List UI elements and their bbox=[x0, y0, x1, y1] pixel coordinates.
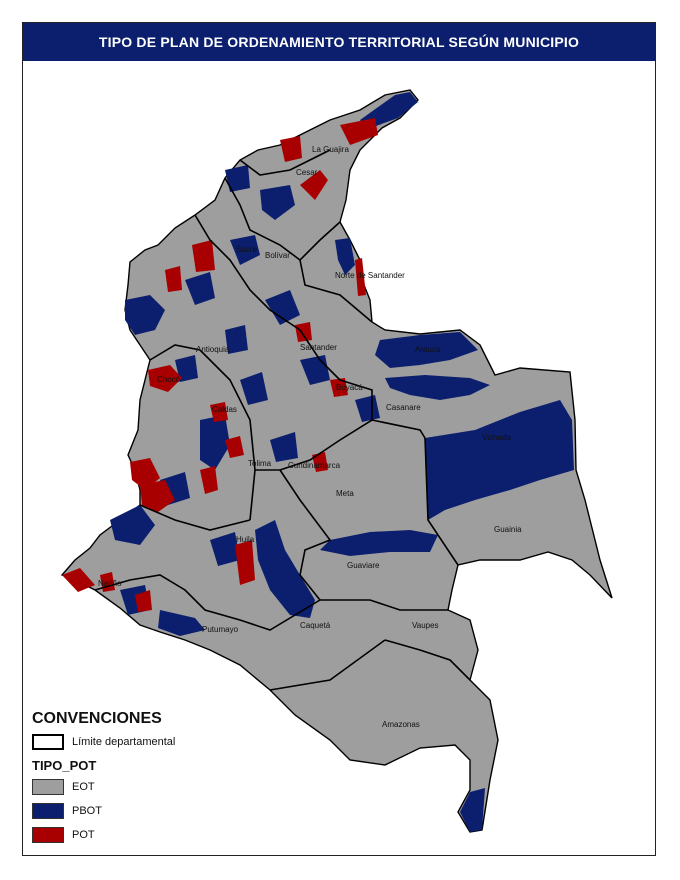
pbot-region bbox=[255, 520, 315, 618]
boundary-line bbox=[239, 149, 331, 176]
boundary-label: Límite departamental bbox=[72, 736, 176, 748]
label-guainia: Guainia bbox=[494, 525, 522, 534]
label-santander: Santander bbox=[300, 343, 337, 352]
legend-heading: CONVENCIONES bbox=[32, 710, 162, 727]
label-amazonas: Amazonas bbox=[382, 720, 420, 729]
pbot-region bbox=[240, 372, 268, 405]
pot-region bbox=[295, 322, 312, 342]
map-title: TIPO DE PLAN DE ORDENAMIENTO TERRITORIAL… bbox=[23, 23, 655, 61]
pbot-region bbox=[270, 432, 298, 462]
pbot-region bbox=[175, 355, 198, 382]
label-vichada: Vichada bbox=[482, 433, 511, 442]
pbot-region bbox=[460, 788, 485, 832]
pbot-region bbox=[425, 400, 574, 520]
boundary-line bbox=[94, 574, 321, 631]
pot-region bbox=[330, 378, 348, 397]
legend-item-pbot: PBOT bbox=[32, 801, 252, 821]
pot-region bbox=[130, 458, 160, 490]
pot-region bbox=[192, 240, 215, 272]
boundary-line bbox=[224, 177, 301, 261]
pbot-region bbox=[158, 610, 205, 636]
boundary-line bbox=[384, 639, 471, 681]
label-huila: Huila bbox=[236, 535, 255, 544]
pbot-region bbox=[320, 530, 438, 556]
pbot-region bbox=[200, 415, 230, 470]
department-boundaries bbox=[94, 149, 471, 691]
label-choco: Chocó bbox=[157, 375, 181, 384]
department-labels: La Guajira Cesar Sucre Bolívar Norte de … bbox=[98, 145, 522, 729]
label-sucre: Sucre bbox=[236, 245, 257, 254]
label-norte-de-santander: Norte de Santander bbox=[335, 271, 405, 280]
pot-region bbox=[165, 266, 182, 292]
boundary-swatch bbox=[32, 734, 64, 750]
pbot-regions bbox=[110, 92, 574, 832]
pbot-region bbox=[385, 375, 490, 400]
boundary-line bbox=[279, 469, 332, 601]
pbot-label: PBOT bbox=[72, 805, 102, 817]
boundary-line bbox=[424, 437, 439, 536]
legend-item-pot: POT bbox=[32, 825, 252, 845]
label-bolivar: Bolívar bbox=[265, 251, 290, 260]
label-meta: Meta bbox=[336, 489, 354, 498]
pot-region bbox=[300, 170, 328, 200]
pot-region bbox=[312, 452, 328, 472]
pot-label: POT bbox=[72, 829, 95, 841]
pbot-region bbox=[265, 290, 300, 325]
pbot-region bbox=[230, 235, 260, 265]
label-boyaca: Boyacá bbox=[336, 383, 363, 392]
pbot-swatch bbox=[32, 803, 64, 819]
label-cesar: Cesar bbox=[296, 168, 318, 177]
label-caqueta: Caquetá bbox=[300, 621, 331, 630]
label-caldas: Caldas bbox=[212, 405, 237, 414]
label-antioquia: Antioquia bbox=[196, 345, 230, 354]
label-vaupes: Vaupes bbox=[412, 621, 439, 630]
pbot-region bbox=[375, 332, 478, 368]
pbot-region bbox=[110, 505, 155, 545]
pbot-region bbox=[125, 295, 165, 335]
pot-region bbox=[355, 258, 366, 296]
boundary-line bbox=[371, 419, 426, 439]
pbot-region bbox=[210, 532, 240, 566]
pot-region bbox=[135, 590, 152, 612]
eot-swatch bbox=[32, 779, 64, 795]
pbot-region bbox=[355, 395, 380, 422]
label-guaviare: Guaviare bbox=[347, 561, 380, 570]
pot-region bbox=[62, 568, 95, 592]
pot-region bbox=[140, 480, 175, 512]
label-arauca: Arauca bbox=[415, 345, 441, 354]
eot-label: EOT bbox=[72, 781, 95, 793]
boundary-line bbox=[437, 534, 459, 566]
pbot-region bbox=[225, 165, 250, 192]
boundary-line bbox=[320, 599, 448, 611]
pot-region bbox=[340, 118, 378, 145]
boundary-line bbox=[194, 214, 301, 331]
legend-item-eot: EOT bbox=[32, 777, 252, 797]
boundary-line bbox=[299, 221, 373, 323]
legend-boundary-row: Límite departamental bbox=[32, 732, 252, 752]
pot-region bbox=[225, 436, 244, 458]
boundary-line bbox=[269, 639, 386, 691]
label-putumayo: Putumayo bbox=[202, 625, 239, 634]
pot-region bbox=[235, 540, 255, 585]
pbot-region bbox=[335, 238, 355, 275]
label-cundinamarca: Cundinamarca bbox=[288, 461, 341, 470]
pbot-region bbox=[260, 185, 295, 220]
pot-regions bbox=[62, 118, 378, 612]
pot-swatch bbox=[32, 827, 64, 843]
label-la-guajira: La Guajira bbox=[312, 145, 349, 154]
pot-region bbox=[200, 466, 218, 494]
label-tolima: Tolima bbox=[248, 459, 272, 468]
label-casanare: Casanare bbox=[386, 403, 421, 412]
pot-region bbox=[148, 365, 182, 392]
boundary-line bbox=[139, 504, 251, 531]
label-narino: Nariño bbox=[98, 579, 122, 588]
pot-region bbox=[210, 402, 228, 422]
pbot-region bbox=[185, 272, 215, 305]
map-legend: CONVENCIONES Límite departamental TIPO_P… bbox=[32, 710, 252, 845]
pot-region bbox=[280, 136, 302, 162]
legend-type-heading: TIPO_POT bbox=[32, 758, 97, 773]
pbot-region bbox=[225, 325, 248, 354]
